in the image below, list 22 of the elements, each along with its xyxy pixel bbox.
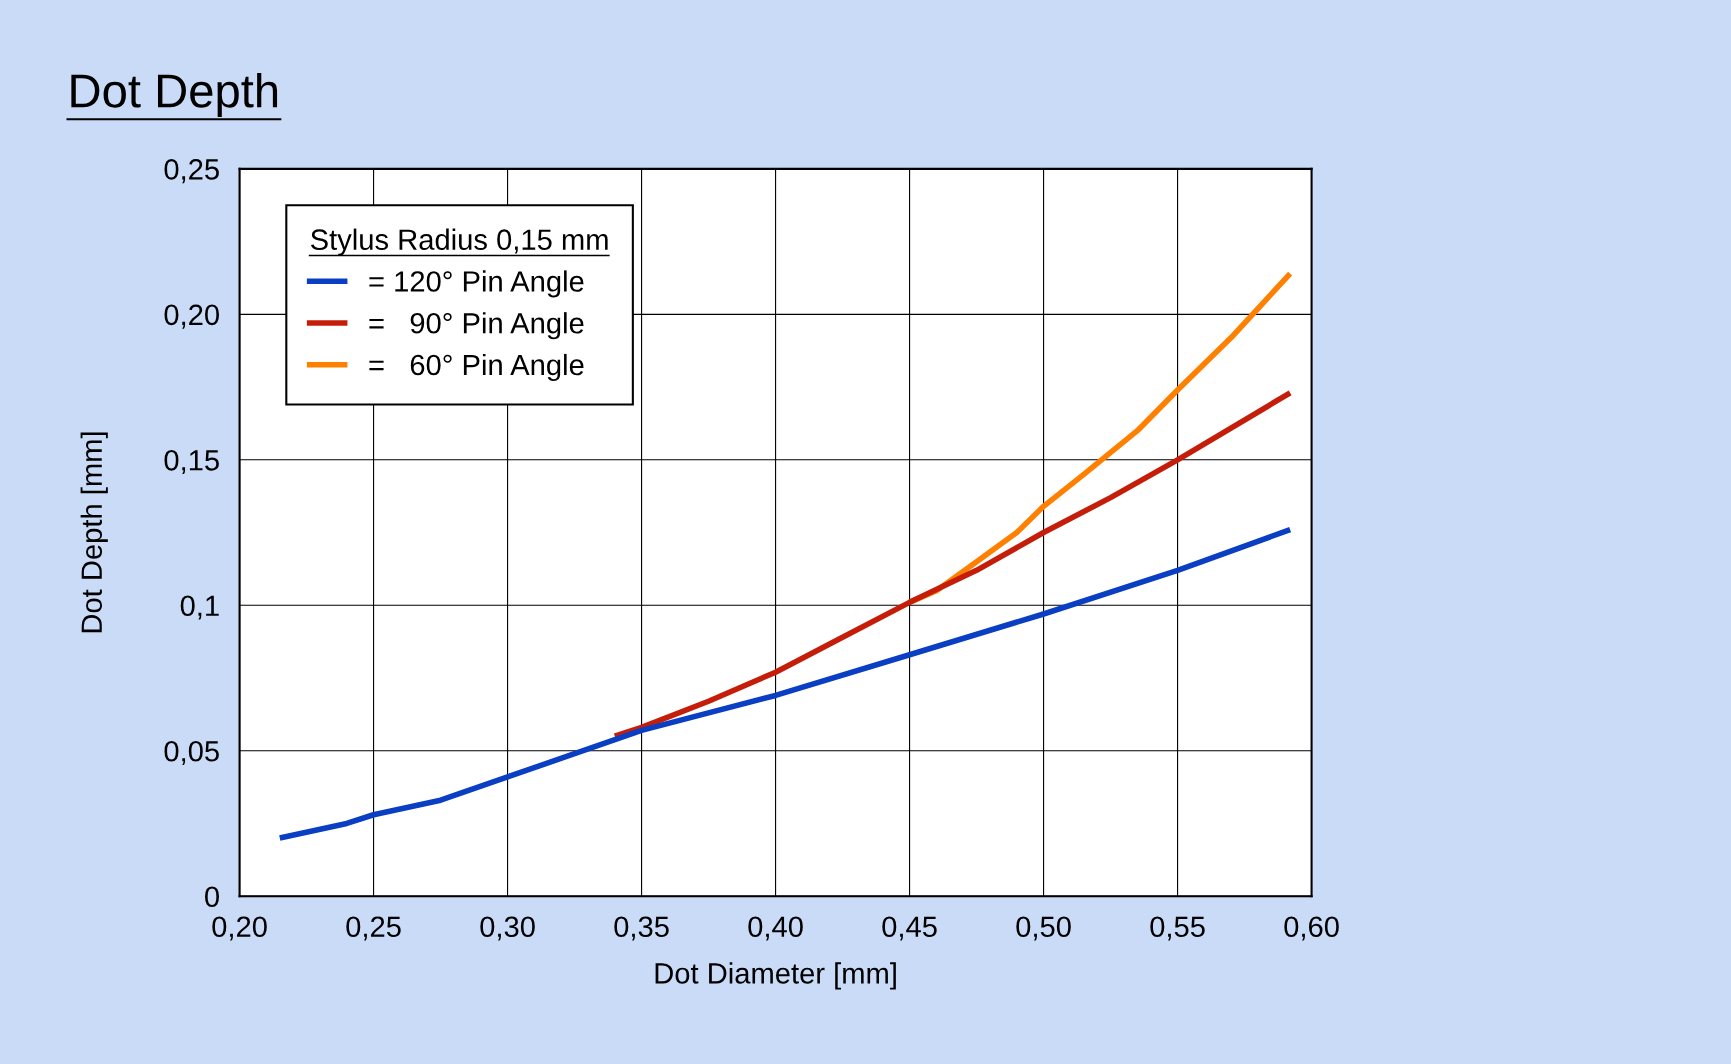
x-tick-label: 0,20 [212, 916, 267, 941]
y-axis-title: Dot Depth [mm] [80, 432, 108, 633]
y-tick-label: 0,15 [164, 450, 219, 475]
legend-label: = 60° Pin Angle [369, 353, 584, 382]
x-axis-title: Dot Diameter [mm] [655, 962, 896, 990]
y-tick-label: 0,20 [164, 304, 219, 329]
x-tick-label: 0,60 [1284, 916, 1339, 941]
x-tick-label: 0,45 [882, 916, 937, 941]
legend-title: Stylus Radius 0,15 mm [310, 228, 608, 256]
x-tick-label: 0,35 [614, 916, 669, 941]
legend-label: = 120° Pin Angle [369, 270, 584, 298]
y-tick-label: 0,05 [164, 740, 219, 766]
x-tick-label: 0,40 [748, 916, 803, 941]
y-tick-label: 0 [205, 886, 219, 908]
legend-label: = 90° Pin Angle [369, 312, 584, 340]
x-tick-label: 0,25 [346, 916, 401, 941]
x-tick-label: 0,55 [1150, 916, 1205, 941]
y-tick-label: 0,1 [180, 595, 219, 620]
x-tick-label: 0,30 [480, 916, 535, 941]
x-tick-label: 0,50 [1016, 916, 1071, 941]
chart-title: Dot Depth [71, 73, 278, 118]
y-tick-label: 0,25 [164, 159, 219, 184]
